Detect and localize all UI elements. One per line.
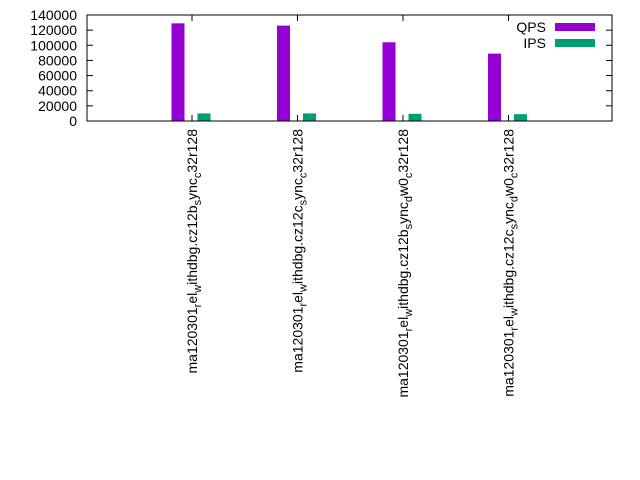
y-tick-label: 0 [69, 113, 77, 129]
legend-swatch-qps [555, 23, 595, 31]
axes-group [86, 14, 613, 122]
y-tick-label: 120000 [30, 22, 77, 38]
bar-ips [514, 114, 527, 121]
bar-ips [197, 113, 211, 121]
legend-label-qps: QPS [516, 19, 546, 35]
bar-ips [408, 113, 422, 121]
y-tick-label: 20000 [38, 98, 77, 114]
plot-frame [86, 14, 613, 122]
bars-group [171, 23, 527, 122]
x-tick-label: ma120301relwithdbg.cz12bsyncc32r128 [184, 129, 204, 374]
y-tick-label: 80000 [38, 52, 77, 68]
bar-qps [382, 42, 396, 121]
legend-label-ips: IPS [523, 35, 546, 51]
bar-qps [171, 23, 185, 122]
x-ticks-group: ma120301relwithdbg.cz12bsyncc32r128 ma120… [184, 15, 521, 398]
x-tick-label: ma120301relwithdbg.cz12csyncdw0c32r128 [501, 129, 521, 397]
y-tick-label: 140000 [30, 7, 77, 23]
y-tick-label: 60000 [38, 68, 77, 84]
x-tick-label: ma120301relwithdbg.cz12bsyncdw0c32r128 [395, 129, 415, 398]
legend-swatch-ips [555, 39, 595, 47]
bar-qps [277, 25, 290, 122]
bar-qps [488, 53, 501, 121]
y-tick-label: 100000 [30, 37, 77, 53]
y-tick-label: 40000 [38, 83, 77, 99]
x-tick-label: ma120301relwithdbg.cz12csyncc32r128 [290, 129, 310, 373]
bar-ips [303, 113, 316, 121]
